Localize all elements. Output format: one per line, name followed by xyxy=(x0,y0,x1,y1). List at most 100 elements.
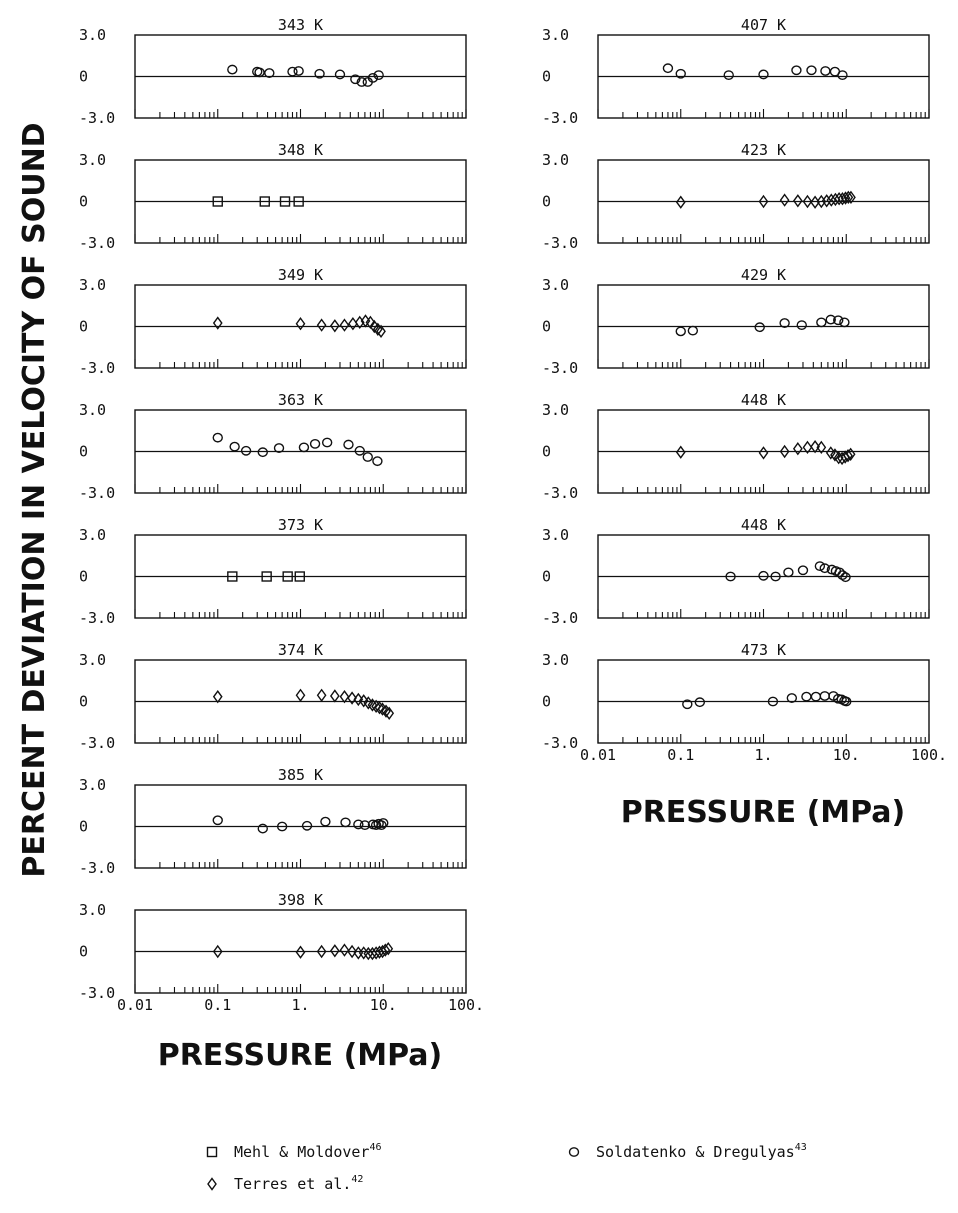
data-point xyxy=(257,823,268,834)
data-point xyxy=(339,689,350,704)
y-tick-label: -3.0 xyxy=(542,109,578,127)
y-tick-label: 0 xyxy=(542,193,551,211)
data-point xyxy=(227,571,238,582)
x-tick-label: 10. xyxy=(370,996,397,1014)
data-point xyxy=(694,697,706,708)
panel-title: 373 K xyxy=(278,516,323,534)
x-tick-label: 0.01 xyxy=(117,996,153,1014)
data-point xyxy=(301,820,313,831)
legend-item: Soldatenko & Dregulyas43 xyxy=(568,1142,807,1161)
x-axis-label-left: PRESSURE (MPa) xyxy=(158,1038,443,1073)
y-tick-label: 3.0 xyxy=(542,26,569,44)
panel-title: 385 K xyxy=(278,766,323,784)
data-point xyxy=(374,701,385,715)
y-tick-label: 0 xyxy=(79,318,88,336)
legend-label: Mehl & Moldover46 xyxy=(234,1142,382,1161)
y-tick-label: -3.0 xyxy=(79,609,115,627)
data-point xyxy=(212,944,223,959)
data-point xyxy=(309,438,321,449)
data-point xyxy=(282,571,293,582)
panel: 363 K 3.0 0 -3.0 xyxy=(79,391,467,502)
data-point xyxy=(802,440,813,455)
data-point xyxy=(314,68,325,79)
data-point xyxy=(802,194,813,209)
y-axis-label: PERCENT DEVIATION IN VELOCITY OF SOUND xyxy=(17,122,52,877)
data-point xyxy=(321,437,333,448)
x-tick-label: 100. xyxy=(448,996,484,1014)
data-point xyxy=(819,691,830,701)
data-point xyxy=(295,317,306,331)
legend-item: Terres et al.42 xyxy=(207,1174,363,1193)
legend-marker xyxy=(568,1147,580,1157)
data-point xyxy=(845,447,856,461)
panel-title: 363 K xyxy=(278,391,323,409)
y-tick-label: -3.0 xyxy=(79,859,115,877)
panel: 429 K 3.0 0 -3.0 xyxy=(542,266,930,377)
data-point xyxy=(293,66,304,76)
y-tick-label: -3.0 xyxy=(542,609,578,627)
data-point xyxy=(354,445,365,456)
y-tick-label: -3.0 xyxy=(79,109,115,127)
data-point xyxy=(384,706,395,720)
data-point xyxy=(779,444,790,459)
legend-ref: 42 xyxy=(351,1174,363,1185)
panel: 374 K 3.0 0 -3.0 xyxy=(79,641,467,752)
data-point xyxy=(372,456,383,467)
data-point xyxy=(723,70,734,81)
data-point xyxy=(383,942,394,956)
data-point xyxy=(675,195,686,209)
data-point xyxy=(359,820,371,831)
legend-marker xyxy=(206,1146,218,1158)
panel: 349 K 3.0 0 -3.0 xyxy=(79,266,467,377)
panel: 448 K 3.0 0 -3.0 xyxy=(542,391,930,502)
y-tick-label: -3.0 xyxy=(542,234,578,252)
legend-label: Terres et al.42 xyxy=(234,1174,363,1193)
data-point xyxy=(792,442,803,456)
data-point xyxy=(259,196,270,207)
data-point xyxy=(846,190,856,205)
panel-title: 473 K xyxy=(741,641,786,659)
data-point xyxy=(837,70,848,81)
data-point xyxy=(276,821,288,832)
legend-ref: 43 xyxy=(795,1142,807,1153)
data-point xyxy=(843,190,854,205)
data-point xyxy=(254,67,265,78)
y-tick-label: 3.0 xyxy=(79,401,106,419)
data-point xyxy=(725,571,736,582)
panel-title: 374 K xyxy=(278,641,323,659)
data-point xyxy=(810,439,820,454)
legend-marker xyxy=(207,1177,217,1191)
data-point xyxy=(298,442,310,453)
y-tick-label: 0 xyxy=(542,568,551,586)
data-point xyxy=(675,326,686,337)
data-point xyxy=(682,699,693,710)
data-point xyxy=(356,77,367,87)
y-tick-label: 3.0 xyxy=(79,526,106,544)
data-point xyxy=(783,567,794,578)
data-point xyxy=(212,432,223,443)
data-point xyxy=(792,194,803,208)
data-point xyxy=(810,691,822,702)
data-point xyxy=(837,570,848,581)
data-point xyxy=(362,452,373,462)
y-tick-label: 0 xyxy=(79,943,88,961)
x-tick-label: 0.01 xyxy=(580,746,616,764)
data-point xyxy=(287,66,298,77)
x-tick-label: 100. xyxy=(911,746,947,764)
data-point xyxy=(329,689,340,703)
data-point xyxy=(329,319,340,333)
y-tick-label: -3.0 xyxy=(542,359,578,377)
data-point xyxy=(791,65,802,76)
data-point xyxy=(816,317,827,328)
data-point xyxy=(347,691,357,705)
data-point xyxy=(320,816,331,827)
data-point xyxy=(376,820,387,831)
y-tick-label: -3.0 xyxy=(79,734,115,752)
data-point xyxy=(797,565,809,576)
data-point xyxy=(380,943,391,957)
y-tick-label: 3.0 xyxy=(79,276,106,294)
data-point xyxy=(662,63,674,74)
data-point xyxy=(833,315,844,326)
y-tick-label: 3.0 xyxy=(542,526,569,544)
